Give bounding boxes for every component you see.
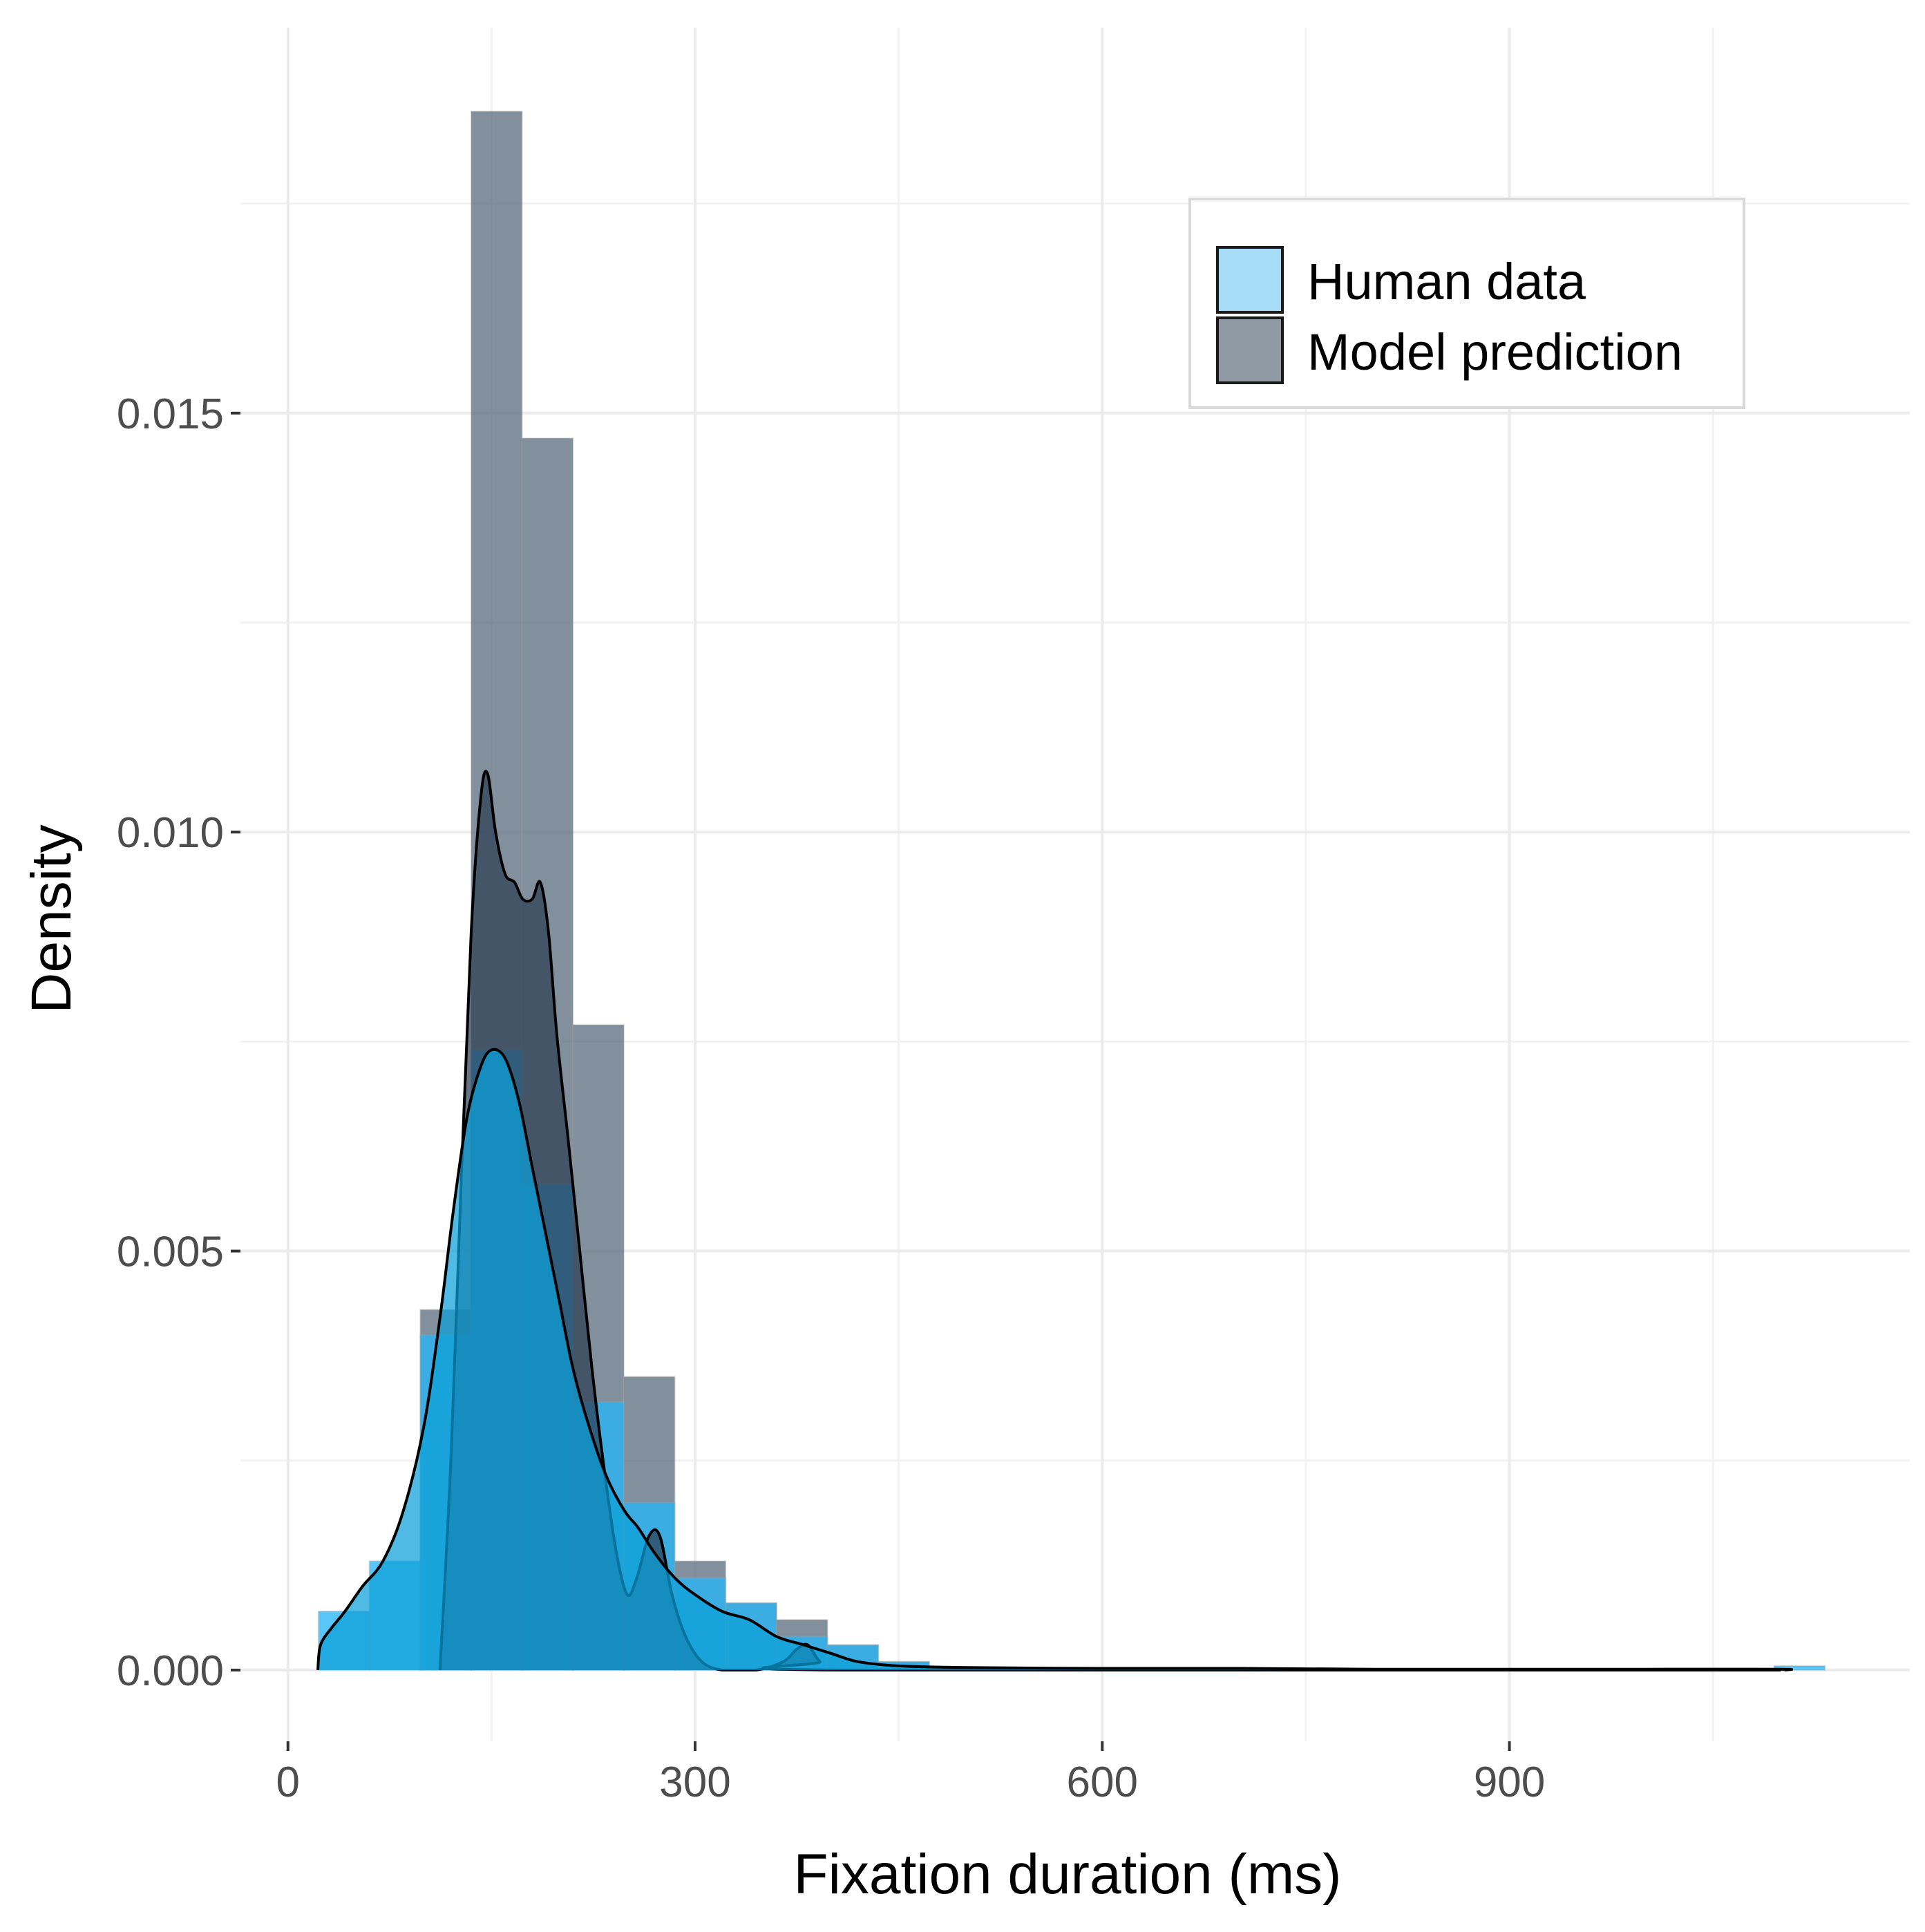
y-tick-label: 0.015 bbox=[117, 390, 224, 438]
x-tick-label: 600 bbox=[1067, 1759, 1138, 1806]
density-curves bbox=[316, 770, 1794, 1671]
y-tick-label: 0.010 bbox=[117, 809, 224, 857]
human-data-density-line bbox=[316, 1048, 1794, 1671]
legend: Human data Model prediction bbox=[1188, 198, 1745, 409]
legend-label-model-prediction: Model prediction bbox=[1307, 323, 1682, 381]
legend-key-human-data bbox=[1216, 246, 1284, 314]
y-axis-title: Density bbox=[20, 824, 83, 1013]
legend-label-human-data: Human data bbox=[1307, 253, 1586, 310]
x-tick-label: 300 bbox=[659, 1759, 730, 1806]
y-tick-label: 0.000 bbox=[117, 1647, 224, 1695]
x-tick-label: 900 bbox=[1474, 1759, 1545, 1806]
y-axis: 0.000 0.005 0.010 0.015 bbox=[117, 390, 240, 1695]
x-axis-title: Fixation duration (ms) bbox=[794, 1843, 1342, 1906]
x-axis: 0 300 600 900 bbox=[276, 1741, 1545, 1806]
legend-key-model-prediction bbox=[1216, 316, 1284, 384]
y-tick-label: 0.005 bbox=[117, 1229, 224, 1276]
human-data-density-area bbox=[318, 1049, 1792, 1670]
x-tick-label: 0 bbox=[276, 1759, 300, 1806]
